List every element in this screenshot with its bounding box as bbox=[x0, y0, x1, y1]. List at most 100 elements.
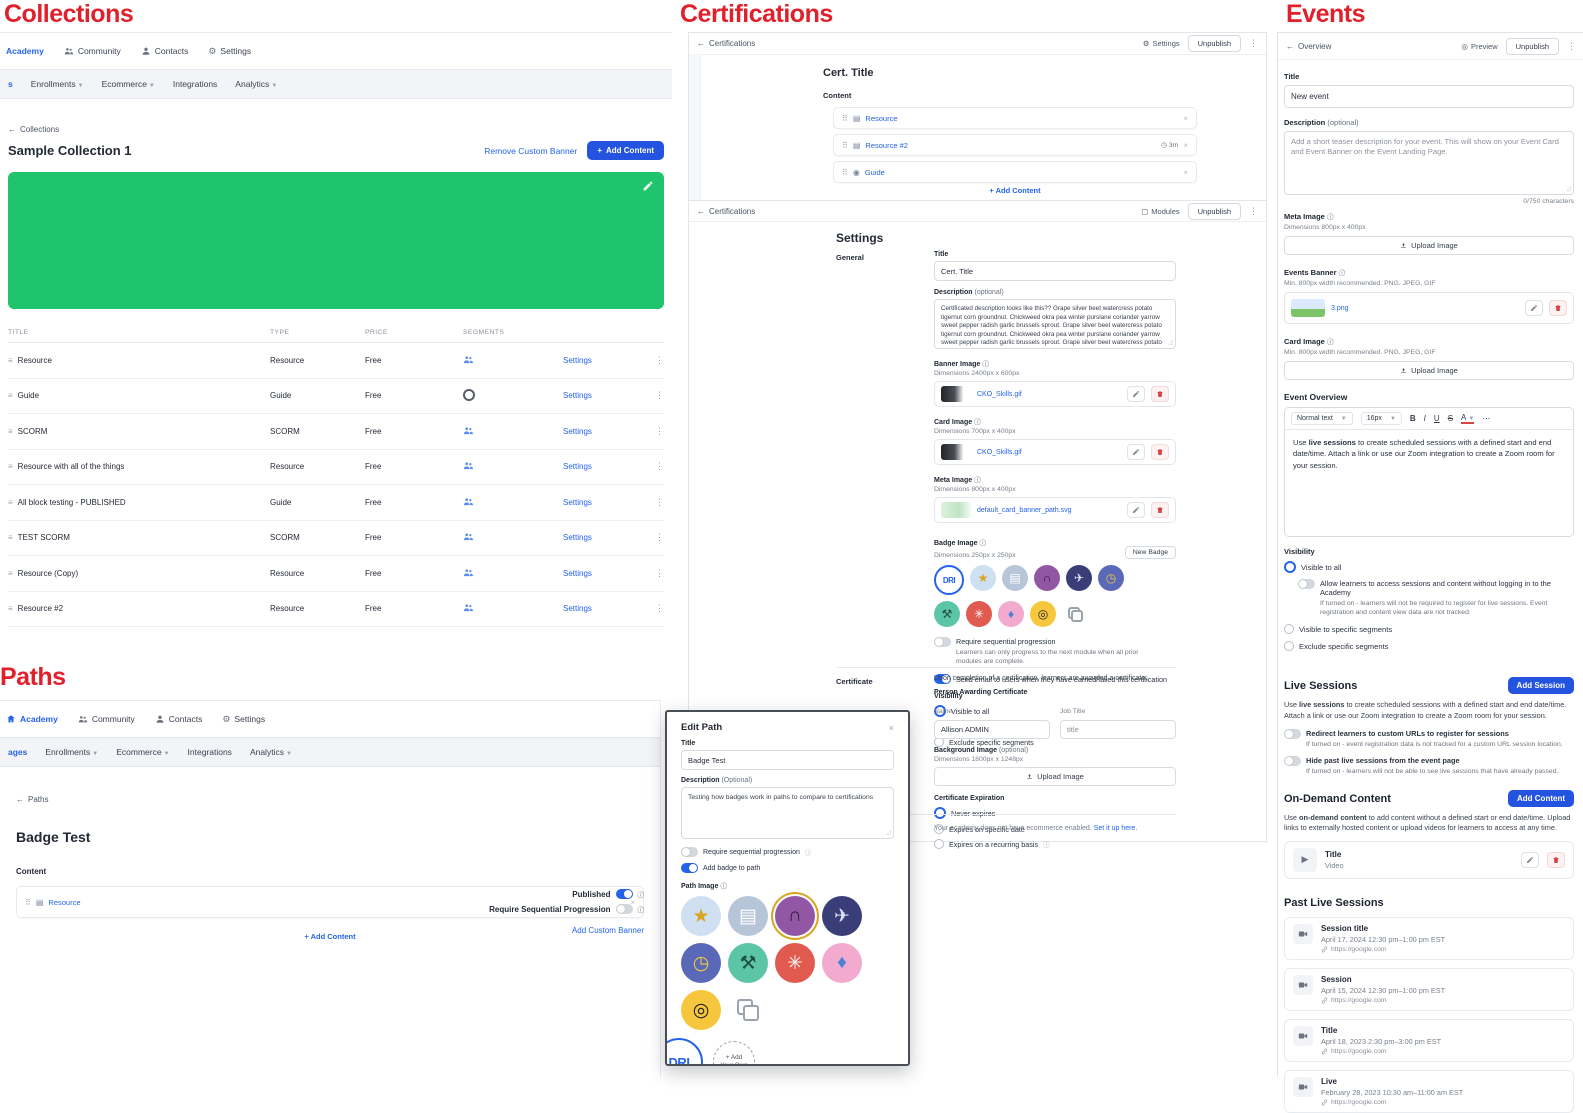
drag-handle-icon[interactable]: ≡ bbox=[8, 568, 13, 578]
delete-button[interactable] bbox=[1151, 444, 1169, 460]
subnav-integrations[interactable]: Integrations bbox=[172, 79, 218, 89]
row-menu-icon[interactable]: ⋮ bbox=[655, 425, 664, 436]
remove-custom-banner-link[interactable]: Remove Custom Banner bbox=[484, 145, 578, 156]
new-badge-button[interactable]: New Badge bbox=[1124, 546, 1176, 559]
editor-body[interactable]: Use live sessions to create scheduled se… bbox=[1293, 438, 1555, 470]
nav-contacts[interactable]: Contacts bbox=[155, 714, 202, 724]
segments-icon[interactable] bbox=[463, 426, 474, 435]
description-textarea[interactable]: Testing how badges work in paths to comp… bbox=[681, 787, 894, 839]
custom-logo-badge[interactable]: DRI bbox=[667, 1038, 703, 1064]
content-item-label[interactable]: Resource #2 bbox=[865, 140, 908, 150]
title-input[interactable]: New event bbox=[1284, 85, 1574, 108]
italic-button[interactable]: I bbox=[1423, 414, 1426, 423]
row-menu-icon[interactable]: ⋮ bbox=[655, 603, 664, 614]
subnav-analytics[interactable]: Analytics ▼ bbox=[235, 79, 278, 89]
nav-community[interactable]: Community bbox=[64, 46, 121, 56]
segments-icon[interactable] bbox=[463, 355, 474, 364]
delete-button[interactable] bbox=[1549, 300, 1567, 316]
subnav-enrollments[interactable]: Enrollments ▼ bbox=[30, 79, 84, 89]
badge-option[interactable]: ✳ bbox=[775, 943, 815, 983]
row-menu-icon[interactable]: ⋮ bbox=[655, 532, 664, 543]
banner-file-link[interactable]: CKO_Skills.gif bbox=[977, 390, 1022, 398]
subnav-enrollments[interactable]: Enrollments ▼ bbox=[45, 747, 99, 757]
badge-option[interactable]: ▤ bbox=[1002, 565, 1028, 591]
subnav-integrations[interactable]: Integrations bbox=[187, 747, 232, 757]
row-settings-link[interactable]: Settings bbox=[563, 604, 592, 614]
row-settings-link[interactable]: Settings bbox=[563, 533, 592, 543]
badge-option[interactable]: ∩ bbox=[1034, 565, 1060, 591]
session-link[interactable]: https://google.com bbox=[1321, 997, 1445, 1004]
expires-recurring-radio[interactable] bbox=[934, 839, 944, 849]
menu-icon[interactable]: ⋮ bbox=[1249, 38, 1258, 48]
subnav-ecommerce[interactable]: Ecommerce ▼ bbox=[116, 747, 170, 757]
edit-button[interactable] bbox=[1525, 300, 1543, 316]
nav-contacts[interactable]: Contacts bbox=[141, 46, 188, 56]
title-input[interactable]: Cert. Title bbox=[934, 261, 1176, 281]
session-card[interactable]: Session April 15, 2024 12:30 pm–1:00 pm … bbox=[1284, 967, 1574, 1011]
row-menu-icon[interactable]: ⋮ bbox=[655, 390, 664, 401]
drag-handle-icon[interactable]: ⠿ bbox=[842, 140, 848, 150]
menu-icon[interactable]: ⋮ bbox=[1249, 205, 1258, 216]
banner-file-link[interactable]: 3.png bbox=[1331, 304, 1349, 312]
visible-to-segments-radio[interactable] bbox=[1284, 624, 1294, 635]
upload-image-button[interactable]: Upload Image bbox=[1284, 236, 1574, 255]
badge-option[interactable]: ★ bbox=[970, 565, 996, 591]
name-input[interactable]: Allison ADMIN bbox=[934, 720, 1050, 739]
edit-button[interactable] bbox=[1127, 444, 1145, 460]
drag-handle-icon[interactable]: ≡ bbox=[8, 497, 13, 507]
badge-option[interactable]: ✈ bbox=[1066, 565, 1092, 591]
subnav-pages[interactable]: ages bbox=[8, 747, 28, 757]
segments-icon[interactable] bbox=[463, 497, 474, 506]
description-textarea[interactable]: Certificated description looks like this… bbox=[934, 299, 1176, 349]
segments-icon[interactable] bbox=[463, 532, 474, 541]
edit-button[interactable] bbox=[1521, 851, 1539, 868]
subnav-pages[interactable]: s bbox=[8, 79, 13, 89]
description-textarea[interactable]: Add a short teaser description for your … bbox=[1284, 131, 1574, 195]
badge-option[interactable]: ⚒ bbox=[934, 601, 960, 627]
published-toggle[interactable] bbox=[615, 889, 633, 899]
row-menu-icon[interactable]: ⋮ bbox=[655, 567, 664, 578]
drag-handle-icon[interactable]: ⠿ bbox=[25, 897, 31, 907]
segments-icon[interactable] bbox=[463, 461, 474, 470]
nav-academy[interactable]: Academy bbox=[6, 46, 44, 56]
content-item-label[interactable]: Guide bbox=[864, 167, 885, 177]
guest-access-toggle[interactable] bbox=[1298, 579, 1315, 589]
add-custom-banner-link[interactable]: Add Custom Banner bbox=[571, 926, 644, 935]
send-email-toggle[interactable] bbox=[934, 674, 951, 685]
badge-option[interactable]: ◎ bbox=[681, 990, 721, 1030]
drag-handle-icon[interactable]: ≡ bbox=[8, 391, 13, 401]
segments-locked-icon[interactable] bbox=[463, 388, 475, 401]
add-content-button[interactable]: + Add Content bbox=[587, 141, 664, 160]
badge-option[interactable]: ★ bbox=[681, 896, 721, 936]
visible-to-all-radio[interactable] bbox=[1284, 561, 1296, 573]
row-settings-link[interactable]: Settings bbox=[563, 568, 592, 578]
badge-option[interactable]: ◷ bbox=[681, 943, 721, 983]
font-size-select[interactable]: 16px ▼ bbox=[1360, 412, 1402, 425]
badge-option[interactable]: ♦ bbox=[822, 943, 862, 983]
badge-option[interactable]: ✈ bbox=[822, 896, 862, 936]
drag-handle-icon[interactable]: ≡ bbox=[8, 533, 13, 543]
add-content-link[interactable]: + Add Content bbox=[304, 932, 356, 941]
add-content-link[interactable]: + Add Content bbox=[989, 186, 1041, 195]
text-color-button[interactable]: A ▼ bbox=[1461, 413, 1475, 424]
upload-image-button[interactable]: Upload Image bbox=[934, 767, 1176, 786]
badge-option[interactable] bbox=[728, 990, 768, 1030]
add-content-button[interactable]: Add Content bbox=[1508, 790, 1574, 808]
row-settings-link[interactable]: Settings bbox=[563, 426, 592, 436]
close-icon[interactable]: × bbox=[888, 722, 894, 733]
job-title-input[interactable]: title bbox=[1060, 720, 1176, 739]
breadcrumb[interactable]: ← Paths bbox=[16, 795, 49, 804]
preview-button[interactable]: ◎ Preview bbox=[1461, 41, 1498, 51]
strikethrough-button[interactable]: S bbox=[1447, 414, 1454, 423]
drag-handle-icon[interactable]: ≡ bbox=[8, 604, 13, 614]
session-link[interactable]: https://google.com bbox=[1321, 1099, 1463, 1106]
badge-option[interactable]: ♦ bbox=[998, 601, 1024, 627]
expires-date-radio[interactable] bbox=[934, 824, 944, 834]
add-badge-toggle[interactable] bbox=[681, 863, 698, 873]
subnav-analytics[interactable]: Analytics ▼ bbox=[249, 747, 292, 757]
drag-handle-icon[interactable]: ≡ bbox=[8, 462, 13, 472]
unpublish-button[interactable]: Unpublish bbox=[1187, 202, 1241, 220]
remove-item-icon[interactable]: × bbox=[630, 897, 635, 907]
sequential-progression-toggle[interactable] bbox=[681, 847, 698, 857]
badge-option[interactable]: ∩ bbox=[775, 896, 815, 936]
